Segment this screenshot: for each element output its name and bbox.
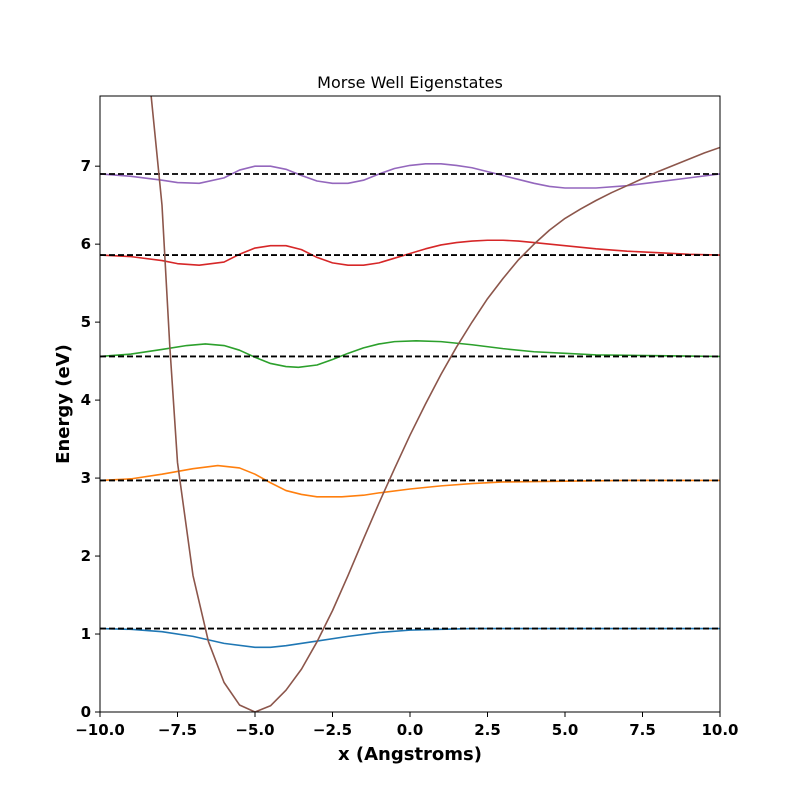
x-tick-label: −2.5 (313, 721, 352, 739)
eigenstate-2-wavefunction (100, 340, 720, 369)
chart-title: Morse Well Eigenstates (317, 73, 503, 92)
x-tick-label: −7.5 (158, 721, 197, 739)
x-tick-label: 10.0 (701, 721, 738, 739)
x-tick-label: 2.5 (474, 721, 501, 739)
x-tick-label: −5.0 (235, 721, 274, 739)
y-tick-label: 0 (81, 703, 91, 721)
x-tick-label: 5.0 (552, 721, 579, 739)
y-tick-label: 4 (81, 391, 91, 409)
y-tick-label: 6 (81, 235, 91, 253)
x-axis-title: x (Angstroms) (338, 744, 482, 765)
x-tick-label: 0.0 (397, 721, 424, 739)
x-tick-label: 7.5 (629, 721, 656, 739)
plot-area (100, 96, 720, 712)
morse-potential-curve (150, 96, 720, 712)
y-axis: 0 1 2 3 4 5 6 7 (81, 157, 100, 721)
y-tick-label: 7 (81, 157, 91, 175)
y-axis-title: Energy (eV) (53, 344, 74, 464)
x-axis: −10.0 −7.5 −5.0 −2.5 0.0 2.5 5.0 7.5 10.0 (75, 712, 739, 739)
y-tick-label: 1 (81, 625, 91, 643)
eigenstate-1-wavefunction (100, 464, 720, 498)
eigenstate-3-wavefunction (100, 239, 720, 267)
x-tick-label: −10.0 (75, 721, 125, 739)
y-tick-label: 3 (81, 469, 91, 487)
y-tick-label: 2 (81, 547, 91, 565)
y-tick-label: 5 (81, 313, 91, 331)
